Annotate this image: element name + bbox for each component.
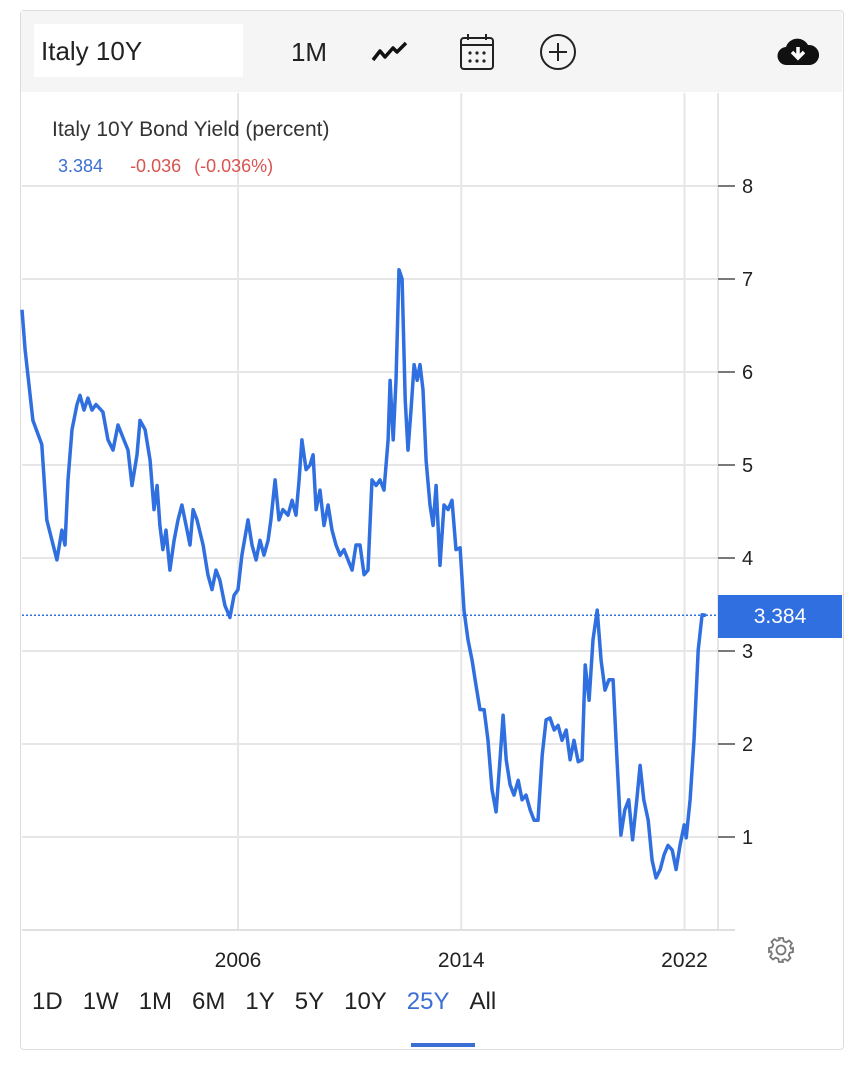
symbol-input[interactable]: Italy 10Y [34, 24, 243, 77]
range-6m[interactable]: 6M [192, 988, 226, 1015]
y-tick-label: 7 [742, 269, 753, 291]
range-all[interactable]: All [469, 988, 497, 1015]
active-range-indicator [411, 1043, 475, 1047]
settings-gear-icon[interactable] [766, 935, 796, 970]
last-price-label: 3.384 [718, 595, 842, 638]
calendar-icon[interactable] [455, 30, 499, 74]
quote-line: 3.384 -0.036 (-0.036%) [58, 156, 281, 177]
chart-widget [20, 10, 844, 1050]
line-chart-icon[interactable] [368, 30, 412, 74]
interval-button[interactable]: 1M [290, 36, 328, 67]
y-tick-label: 2 [742, 734, 753, 756]
range-25y[interactable]: 25Y [406, 988, 450, 1015]
range-selector: 1D 1W 1M 6M 1Y 5Y 10Y 25Y All [32, 988, 516, 1016]
last-value: 3.384 [58, 156, 104, 176]
change-percent: (-0.036%) [194, 156, 274, 176]
range-1m[interactable]: 1M [138, 988, 173, 1015]
series-line [20, 267, 707, 880]
y-tick-label: 5 [742, 455, 753, 477]
range-5y[interactable]: 5Y [294, 988, 325, 1015]
cloud-download-icon[interactable] [776, 30, 820, 74]
add-circle-icon[interactable] [536, 30, 580, 74]
range-10y[interactable]: 10Y [344, 988, 387, 1015]
y-tick-label: 1 [742, 827, 753, 849]
y-tick-label: 4 [742, 548, 753, 570]
range-1w[interactable]: 1W [82, 988, 119, 1015]
x-tick-label: 2022 [661, 949, 708, 972]
x-tick-label: 2014 [438, 949, 485, 972]
change-value: -0.036 [130, 156, 182, 176]
chart-title: Italy 10Y Bond Yield (percent) [52, 118, 330, 141]
x-tick-label: 2006 [215, 949, 262, 972]
y-tick-label: 3 [742, 641, 753, 663]
y-tick-label: 6 [742, 362, 753, 384]
y-tick-label: 8 [742, 176, 753, 198]
range-1d[interactable]: 1D [32, 988, 63, 1015]
range-1y[interactable]: 1Y [245, 988, 275, 1015]
